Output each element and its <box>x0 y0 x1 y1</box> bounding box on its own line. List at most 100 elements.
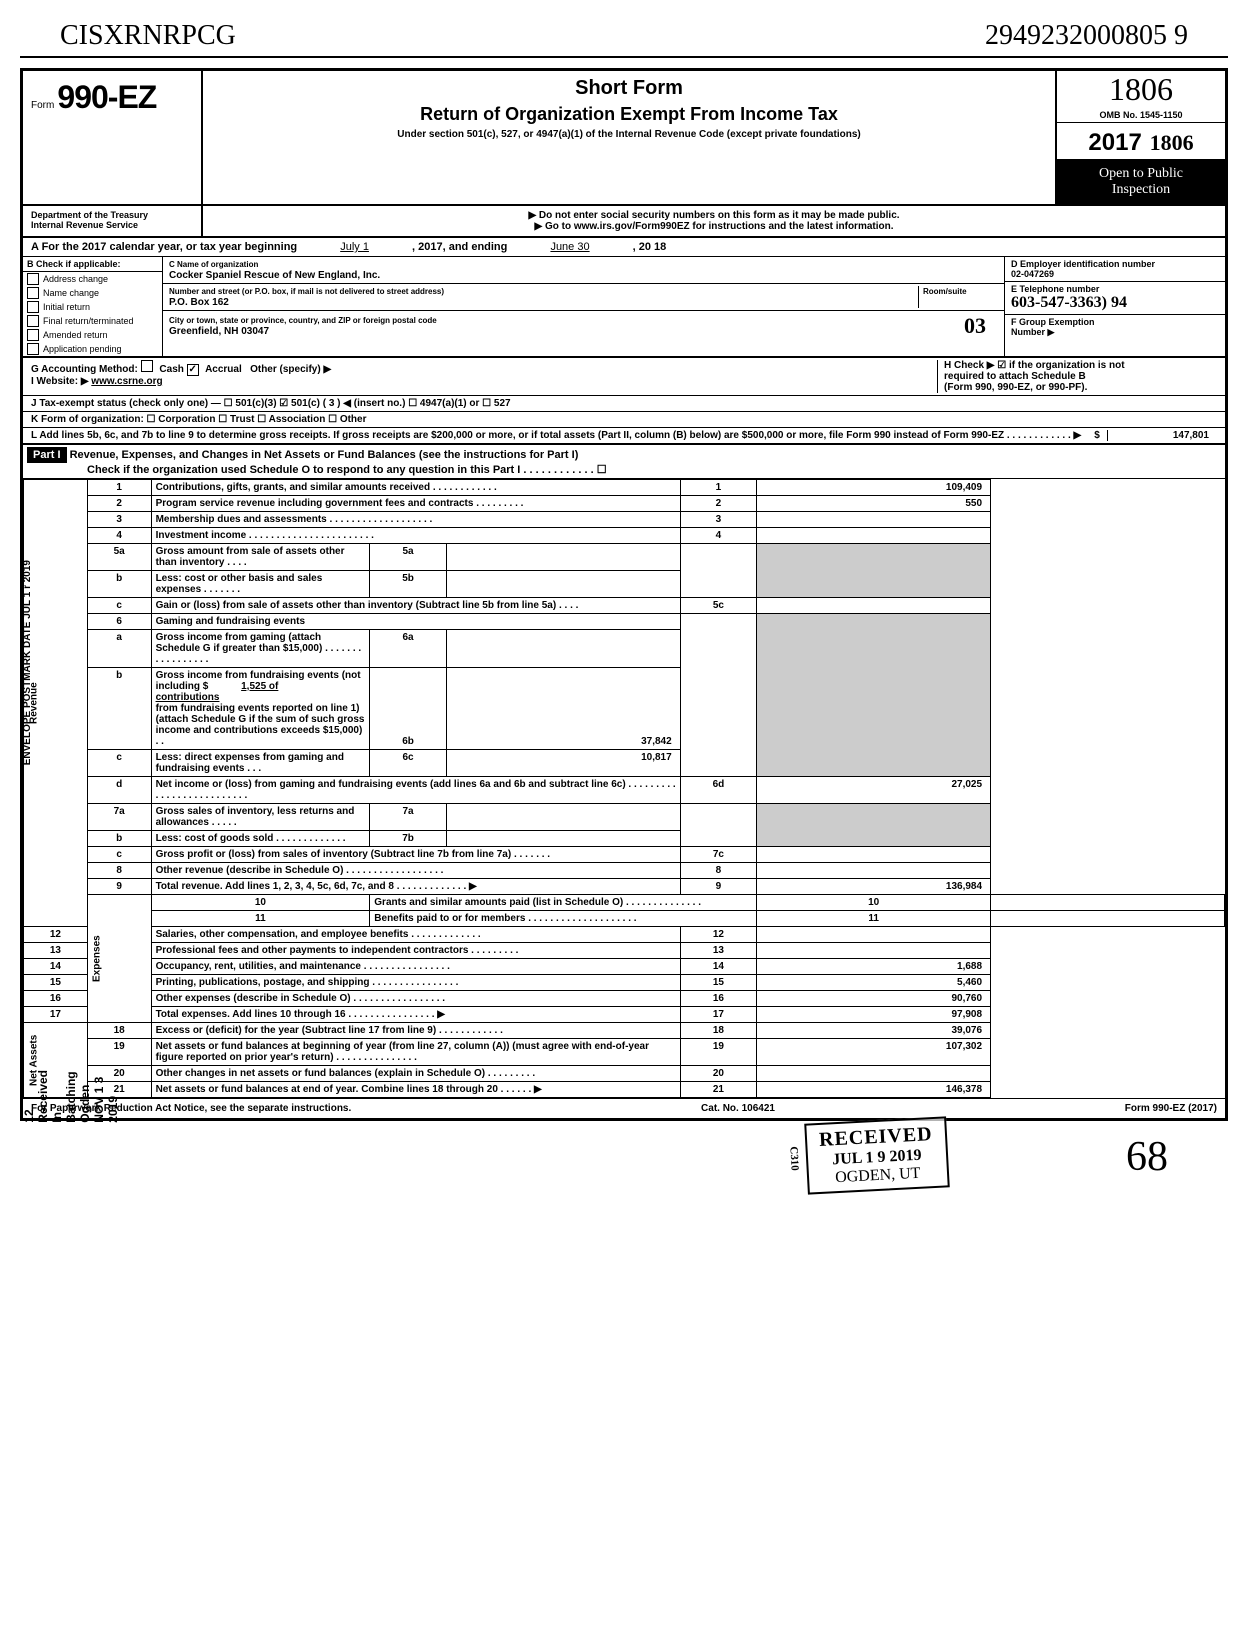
dept-line2: Internal Revenue Service <box>31 220 193 230</box>
line-6-num: 6 <box>87 614 151 630</box>
cb-cash[interactable] <box>141 360 153 372</box>
line-5a-num: 5a <box>87 544 151 571</box>
line-6c-mbox: 6c <box>370 750 447 777</box>
city-label: City or town, state or province, country… <box>169 316 437 325</box>
line-7c-amt <box>757 847 991 863</box>
l-amount: 147,801 <box>1107 430 1217 441</box>
line-5c-num: c <box>87 598 151 614</box>
line-12-num: 12 <box>24 927 88 943</box>
line-14-desc: Occupancy, rent, utilities, and maintena… <box>151 959 680 975</box>
line-5a-mbox: 5a <box>370 544 447 571</box>
cb-final-return[interactable] <box>27 315 39 327</box>
period-begin: July 1 <box>300 241 409 253</box>
footer-right: Form 990-EZ (2017) <box>1125 1103 1217 1114</box>
line-7b-mbox: 7b <box>370 831 447 847</box>
line-5ab-grey <box>680 544 757 598</box>
part1-title: Revenue, Expenses, and Changes in Net As… <box>70 449 579 461</box>
line-6b-num: b <box>87 668 151 750</box>
line-7c-box: 7c <box>680 847 757 863</box>
sub-header: Department of the Treasury Internal Reve… <box>23 206 1225 238</box>
l-text: L Add lines 5b, 6c, and 7b to line 9 to … <box>31 430 1087 441</box>
period-row-a: A For the 2017 calendar year, or tax yea… <box>23 238 1225 257</box>
line-14-num: 14 <box>24 959 88 975</box>
cb-application-pending[interactable] <box>27 343 39 355</box>
part1-header-row: Part I Revenue, Expenses, and Changes in… <box>23 445 1225 479</box>
line-13-amt <box>757 943 991 959</box>
lbl-name-change: Name change <box>43 288 99 298</box>
short-form-title: Short Form <box>209 77 1049 100</box>
lbl-acct-other: Other (specify) ▶ <box>250 364 331 375</box>
line-7a-desc: Gross sales of inventory, less returns a… <box>151 804 370 831</box>
d-e-f-column: D Employer identification number 02-0472… <box>1005 257 1225 356</box>
dept-treasury: Department of the Treasury Internal Reve… <box>23 206 203 236</box>
form-header: Form 990-EZ Short Form Return of Organiz… <box>23 71 1225 206</box>
line-21-amt: 146,378 <box>757 1082 991 1098</box>
org-name: Cocker Spaniel Rescue of New England, In… <box>169 270 380 281</box>
goto-url: ▶ Go to www.irs.gov/Form990EZ for instru… <box>211 221 1217 232</box>
line-16-box: 16 <box>680 991 757 1007</box>
line-5c-desc: Gain or (loss) from sale of assets other… <box>151 598 680 614</box>
year-2017: 2017 <box>1088 129 1141 156</box>
cb-initial-return[interactable] <box>27 301 39 313</box>
line-14-amt: 1,688 <box>757 959 991 975</box>
cb-name-change[interactable] <box>27 287 39 299</box>
line-18-desc: Excess or (deficit) for the year (Subtra… <box>151 1023 680 1039</box>
line-5c-amt <box>757 598 991 614</box>
line-6a-desc: Gross income from gaming (attach Schedul… <box>151 630 370 668</box>
lbl-application-pending: Application pending <box>43 344 122 354</box>
line-5ab-grey-amt <box>757 544 991 598</box>
line-6c-mamt: 10,817 <box>446 750 680 777</box>
line-18-num: 18 <box>87 1023 151 1039</box>
header-left: Form 990-EZ <box>23 71 203 204</box>
line-10-amt <box>991 895 1225 911</box>
line-13-desc: Professional fees and other payments to … <box>151 943 680 959</box>
d-ein-value: 02-047269 <box>1011 269 1054 279</box>
line-19-desc: Net assets or fund balances at beginning… <box>151 1039 680 1066</box>
line-4-desc: Investment income . . . . . . . . . . . … <box>151 528 680 544</box>
return-title: Return of Organization Exempt From Incom… <box>209 104 1049 125</box>
line-11-num: 11 <box>151 911 370 927</box>
line-7b-num: b <box>87 831 151 847</box>
h-line2: required to attach Schedule B <box>944 371 1217 382</box>
line-21-box: 21 <box>680 1082 757 1098</box>
line-15-box: 15 <box>680 975 757 991</box>
cb-amended-return[interactable] <box>27 329 39 341</box>
line-15-amt: 5,460 <box>757 975 991 991</box>
line-3-amt <box>757 512 991 528</box>
received-stamp: C310 RECEIVED JUL 1 9 2019 OGDEN, UT <box>805 1116 950 1194</box>
e-phone-value: 603-547-3363) 94 <box>1011 294 1127 311</box>
line-16-amt: 90,760 <box>757 991 991 1007</box>
ghi-row: G Accounting Method: Cash ✓ Accrual Othe… <box>23 358 1225 396</box>
line-9-amt: 136,984 <box>757 879 991 895</box>
line-11-box: 11 <box>757 911 991 927</box>
cb-address-change[interactable] <box>27 273 39 285</box>
lbl-accrual: Accrual <box>205 364 242 375</box>
instructions-center: ▶ Do not enter social security numbers o… <box>203 206 1225 236</box>
line-6b-mbox: 6b <box>370 668 447 750</box>
line-16-desc: Other expenses (describe in Schedule O) … <box>151 991 680 1007</box>
line-6c-num: c <box>87 750 151 777</box>
line-1-box: 1 <box>680 480 757 496</box>
line-3-num: 3 <box>87 512 151 528</box>
j-row: J Tax-exempt status (check only one) — ☐… <box>23 396 1225 412</box>
line-13-box: 13 <box>680 943 757 959</box>
line-10-num: 10 <box>151 895 370 911</box>
line-17-box: 17 <box>680 1007 757 1023</box>
line-8-num: 8 <box>87 863 151 879</box>
part1-lines-table: Revenue 1 Contributions, gifts, grants, … <box>23 479 1225 1098</box>
line-17-amt: 97,908 <box>757 1007 991 1023</box>
line-7-grey-amt <box>757 804 991 847</box>
top-hw-left: CISXRNRPCG <box>60 20 236 52</box>
line-18-box: 18 <box>680 1023 757 1039</box>
line-10-desc: Grants and similar amounts paid (list in… <box>370 895 757 911</box>
side-expenses: Expenses <box>87 895 151 1023</box>
cb-accrual[interactable]: ✓ <box>187 364 199 376</box>
line-16-num: 16 <box>24 991 88 1007</box>
c-label: C Name of organization <box>169 260 258 269</box>
line-10-box: 10 <box>757 895 991 911</box>
line-15-desc: Printing, publications, postage, and shi… <box>151 975 680 991</box>
line-12-amt <box>757 927 991 943</box>
line-17-desc: Total expenses. Add lines 10 through 16 … <box>151 1007 680 1023</box>
line-19-box: 19 <box>680 1039 757 1066</box>
header-right: 1806 OMB No. 1545-1150 2017 1806 Open to… <box>1055 71 1225 204</box>
